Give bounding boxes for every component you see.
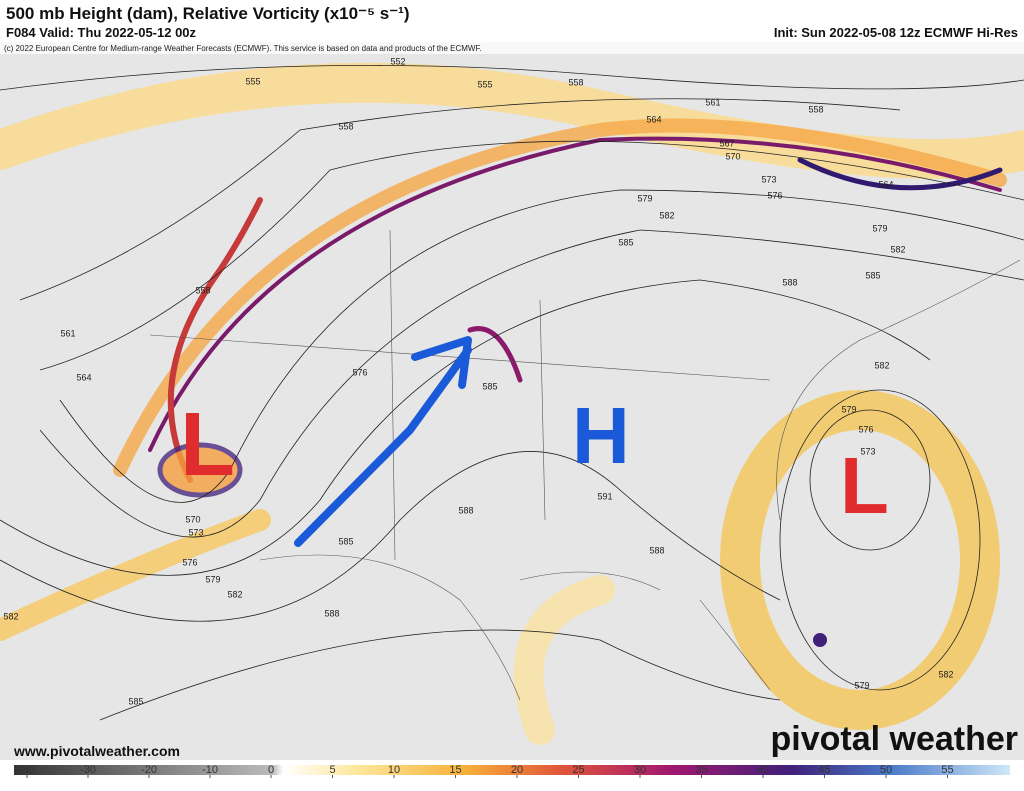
website: www.pivotalweather.com xyxy=(13,743,180,759)
contour-label: 570 xyxy=(185,514,200,524)
contour-label: 588 xyxy=(782,277,797,287)
contour-label: 561 xyxy=(60,328,75,338)
colorbar-tick-label: -10 xyxy=(202,764,218,776)
contour-label: 564 xyxy=(878,179,893,189)
low-marker: L xyxy=(180,395,235,495)
height-contours xyxy=(0,65,1024,721)
colorbar-tick-label: 10 xyxy=(388,764,400,776)
contour-label: 582 xyxy=(3,611,18,621)
colorbar-tick-label: 15 xyxy=(449,764,461,776)
contour-label: 570 xyxy=(725,151,740,161)
contour-label: 585 xyxy=(338,536,353,546)
contour-label: 582 xyxy=(659,210,674,220)
contour-label: 573 xyxy=(188,527,203,537)
contour-label: 591 xyxy=(597,491,612,501)
trough-arrow xyxy=(294,346,472,547)
colorbar-tick-label: 25 xyxy=(572,764,584,776)
contour-label: 573 xyxy=(860,446,875,456)
colorbar-tick-label: 45 xyxy=(818,764,830,776)
contour-label: 582 xyxy=(938,669,953,679)
logo: pivotal weather xyxy=(770,720,1018,758)
colorbar-tick-label: -20 xyxy=(141,764,157,776)
colorbar-tick-label: 0 xyxy=(268,764,274,776)
contour-label: 552 xyxy=(390,56,405,66)
colorbar-tick-label: 5 xyxy=(329,764,335,776)
contour-label: 555 xyxy=(245,76,260,86)
colorbar-tick-label: -40 xyxy=(19,764,35,776)
contour-label: 579 xyxy=(872,223,887,233)
contour-label: 558 xyxy=(568,77,583,87)
arrow-head xyxy=(411,336,472,389)
colorbar xyxy=(14,765,1010,775)
contour-label: 564 xyxy=(646,114,661,124)
colorbar-tick-label: 30 xyxy=(634,764,646,776)
contour-label: 573 xyxy=(761,174,776,184)
contour-label: 576 xyxy=(767,190,782,200)
contour-label: 585 xyxy=(865,270,880,280)
contour-label: 558 xyxy=(195,285,210,295)
contour-label: 576 xyxy=(858,424,873,434)
contour-label: 555 xyxy=(477,79,492,89)
colorbar-tick-label: 20 xyxy=(511,764,523,776)
colorbar-tick-label: 50 xyxy=(880,764,892,776)
contour-label: 576 xyxy=(352,367,367,377)
low-marker: L xyxy=(840,441,889,530)
contour-label: 558 xyxy=(338,121,353,131)
contour-label: 567 xyxy=(719,138,734,148)
contour-label: 588 xyxy=(324,608,339,618)
contour-label: 579 xyxy=(854,680,869,690)
contour-label: 579 xyxy=(841,404,856,414)
contour-label: 564 xyxy=(76,372,91,382)
init-time: Init: Sun 2022-05-08 12z ECMWF Hi-Res xyxy=(774,25,1018,40)
contour-label: 579 xyxy=(637,193,652,203)
contour-label: 585 xyxy=(482,381,497,391)
contour-label: 585 xyxy=(618,237,633,247)
contour-label: 588 xyxy=(649,545,664,555)
colorbar-tick-label: -30 xyxy=(80,764,96,776)
title: 500 mb Height (dam), Relative Vorticity … xyxy=(6,4,410,23)
colorbar-tick-label: 40 xyxy=(757,764,769,776)
valid-time: F084 Valid: Thu 2022-05-12 00z xyxy=(6,25,197,40)
colorbar-tick-label: 55 xyxy=(941,764,953,776)
contour-label: 585 xyxy=(128,696,143,706)
vorticity-bands xyxy=(0,62,1024,745)
contour-label: 582 xyxy=(890,244,905,254)
contour-label: 558 xyxy=(808,104,823,114)
contour-label: 582 xyxy=(227,589,242,599)
contour-label: 579 xyxy=(205,574,220,584)
contour-label: 588 xyxy=(458,505,473,515)
colorbar-tick-label: 35 xyxy=(695,764,707,776)
copyright-bg xyxy=(0,42,1024,54)
contour-label: 582 xyxy=(874,360,889,370)
contour-label: 561 xyxy=(705,97,720,107)
high-marker: H xyxy=(572,391,630,480)
contour-label: 576 xyxy=(182,557,197,567)
copyright: (c) 2022 European Centre for Medium-rang… xyxy=(4,44,482,53)
